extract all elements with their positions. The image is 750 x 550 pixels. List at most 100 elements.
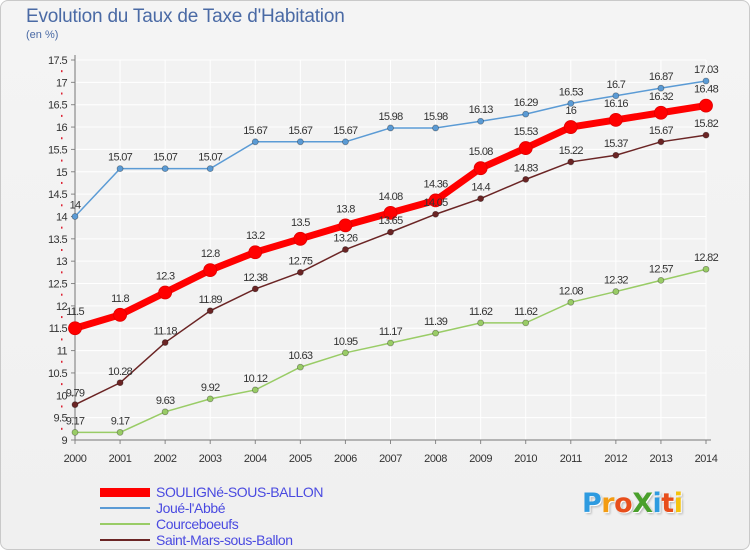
data-point bbox=[71, 401, 79, 409]
y-tick-label: 17.5 bbox=[48, 55, 67, 67]
data-point bbox=[387, 228, 394, 236]
data-point bbox=[477, 195, 485, 202]
data-label: 15.53 bbox=[514, 126, 539, 138]
data-label: 15.67 bbox=[333, 125, 358, 137]
data-point bbox=[161, 165, 169, 173]
data-point bbox=[702, 77, 710, 85]
y-minor-tick bbox=[61, 383, 63, 386]
data-point bbox=[702, 131, 710, 139]
data-label: 15.82 bbox=[694, 118, 719, 130]
data-point bbox=[161, 408, 169, 416]
x-tick-label: 2003 bbox=[199, 453, 222, 465]
y-minor-tick bbox=[61, 360, 63, 363]
data-point bbox=[113, 307, 127, 322]
legend-label: Joué-l'Abbé bbox=[156, 500, 226, 516]
y-tick-label: 11.5 bbox=[49, 323, 68, 335]
data-label: 12.57 bbox=[649, 263, 674, 275]
y-tick-label: 15 bbox=[56, 167, 68, 179]
y-tick-label: 12 bbox=[56, 301, 68, 313]
data-label: 10.95 bbox=[333, 336, 358, 348]
data-label: 13.8 bbox=[336, 203, 355, 215]
data-label: 15.67 bbox=[243, 125, 268, 137]
y-tick-label: 13.5 bbox=[48, 234, 67, 246]
logo-letter: o bbox=[614, 488, 633, 519]
y-minor-tick bbox=[61, 159, 63, 162]
logo-letter: X bbox=[632, 488, 653, 519]
data-label: 16.48 bbox=[694, 84, 719, 96]
data-label: 15.67 bbox=[649, 125, 674, 137]
data-point bbox=[699, 98, 713, 113]
data-point bbox=[206, 395, 214, 403]
data-label: 10.12 bbox=[243, 373, 268, 385]
line-chart: 99.51010.51111.51212.51313.51414.51515.5… bbox=[48, 55, 719, 465]
y-minor-tick bbox=[61, 92, 63, 95]
y-tick-label: 10 bbox=[56, 390, 68, 402]
data-point bbox=[71, 213, 79, 220]
data-label: 16.7 bbox=[607, 79, 626, 91]
y-minor-tick bbox=[61, 293, 63, 296]
legend-item: Joué-l'Abbé bbox=[100, 500, 323, 516]
chart-legend: SOULIGNé-SOUS-BALLON Joué-l'Abbé Courceboe… bbox=[100, 484, 323, 548]
data-label: 11.18 bbox=[154, 326, 178, 338]
data-label: 11.62 bbox=[469, 306, 493, 318]
data-point bbox=[522, 175, 530, 183]
data-label: 15.07 bbox=[108, 152, 133, 164]
data-label: 10.28 bbox=[108, 366, 133, 378]
data-label: 15.67 bbox=[288, 125, 313, 137]
y-minor-tick bbox=[61, 316, 63, 319]
data-label: 9.63 bbox=[156, 395, 175, 407]
data-label: 10.63 bbox=[288, 350, 313, 362]
legend-item: Saint-Mars-sous-Ballon bbox=[100, 532, 323, 548]
data-label: 17.03 bbox=[694, 64, 719, 76]
data-point bbox=[116, 428, 124, 436]
data-point bbox=[251, 138, 259, 146]
legend-label: SOULIGNé-SOUS-BALLON bbox=[156, 484, 324, 500]
data-point bbox=[612, 288, 620, 295]
data-point bbox=[116, 165, 124, 173]
data-point bbox=[567, 99, 575, 107]
data-point bbox=[654, 105, 668, 120]
data-label: 12.75 bbox=[288, 255, 313, 267]
data-point bbox=[612, 92, 620, 100]
chart-title: Evolution du Taux de Taxe d'Habitation bbox=[26, 6, 345, 27]
data-label: 15.37 bbox=[604, 138, 629, 150]
y-tick-label: 11 bbox=[57, 346, 68, 358]
data-point bbox=[612, 151, 620, 159]
data-label: 13.65 bbox=[378, 215, 403, 227]
x-tick-label: 2001 bbox=[109, 453, 132, 465]
logo-letter: r bbox=[601, 488, 615, 519]
data-label: 16.29 bbox=[514, 97, 539, 109]
data-label: 16.87 bbox=[649, 71, 674, 83]
data-label: 13.26 bbox=[333, 233, 358, 245]
y-tick-label: 16 bbox=[56, 122, 68, 134]
y-tick-label: 17 bbox=[56, 77, 68, 89]
y-minor-tick bbox=[61, 405, 63, 408]
y-tick-label: 15.5 bbox=[48, 144, 67, 156]
y-tick-label: 10.5 bbox=[48, 368, 67, 380]
data-point bbox=[477, 117, 485, 125]
legend-item: SOULIGNé-SOUS-BALLON bbox=[100, 484, 323, 500]
x-tick-label: 2009 bbox=[469, 453, 492, 465]
data-label: 13.5 bbox=[291, 217, 310, 229]
data-point bbox=[563, 120, 578, 134]
data-point bbox=[68, 321, 82, 336]
data-label: 14.08 bbox=[378, 191, 403, 203]
x-tick-label: 2005 bbox=[289, 453, 312, 465]
legend-swatch bbox=[100, 507, 150, 509]
data-label: 11.17 bbox=[379, 326, 403, 338]
data-point bbox=[251, 386, 259, 394]
data-label: 11.39 bbox=[424, 316, 448, 328]
data-label: 11.8 bbox=[111, 293, 129, 305]
x-tick-label: 2012 bbox=[604, 453, 627, 465]
x-tick-label: 2002 bbox=[154, 453, 177, 465]
data-label: 9.17 bbox=[111, 415, 130, 427]
data-point bbox=[161, 339, 169, 346]
data-point bbox=[432, 329, 439, 337]
data-point bbox=[203, 263, 218, 278]
data-label: 15.98 bbox=[378, 111, 403, 123]
data-point bbox=[71, 428, 79, 436]
data-point bbox=[206, 307, 214, 315]
y-tick-label: 16.5 bbox=[48, 100, 67, 112]
data-label: 12.3 bbox=[156, 270, 175, 282]
data-label: 12.08 bbox=[559, 285, 584, 297]
